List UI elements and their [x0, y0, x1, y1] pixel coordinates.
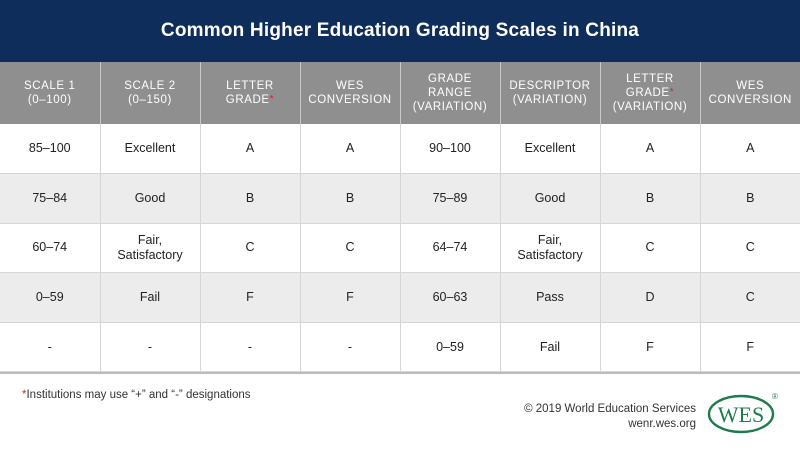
header-grade-range-variation: GRADE RANGE (VARIATION)	[400, 62, 501, 124]
cell-scale-2: -	[100, 322, 201, 373]
cell-letter-grade: C	[200, 223, 301, 274]
cell-grade-range: 90–100	[400, 124, 501, 175]
cell-grade-range: 64–74	[400, 223, 501, 274]
cell-letter-grade-variation: F	[600, 322, 701, 373]
cell-wes-conversion-variation: A	[700, 124, 800, 175]
cell-wes-conversion: A	[300, 124, 401, 175]
cell-descriptor: Good	[500, 173, 601, 224]
footnote-marker: *	[22, 389, 27, 401]
cell-wes-conversion-variation: F	[700, 322, 800, 373]
cell-scale-2: Excellent	[100, 124, 201, 175]
cell-letter-grade: -	[200, 322, 301, 373]
cell-wes-conversion: C	[300, 223, 401, 274]
cell-descriptor: Fair, Satisfactory	[500, 223, 601, 274]
header-letter-grade-variation: LETTER GRADE* (VARIATION)	[600, 62, 701, 124]
cell-wes-conversion: F	[300, 272, 401, 323]
cell-scale-1: 60–74	[0, 223, 101, 274]
registered-mark: ®	[772, 392, 778, 401]
logo-wordmark: WES	[718, 402, 764, 427]
asterisk-marker: *	[269, 94, 275, 105]
cell-letter-grade-variation: A	[600, 124, 701, 175]
cell-letter-grade-variation: D	[600, 272, 701, 323]
cell-scale-2: Fair, Satisfactory	[100, 223, 201, 274]
cell-descriptor: Excellent	[500, 124, 601, 175]
cell-wes-conversion-variation: C	[700, 223, 800, 274]
cell-grade-range: 60–63	[400, 272, 501, 323]
cell-wes-conversion: B	[300, 173, 401, 224]
source-url: wenr.wes.org	[628, 418, 696, 430]
cell-scale-1: 0–59	[0, 272, 101, 323]
table-row: 0–59 Fail F F 60–63 Pass D C	[0, 272, 800, 323]
footer-divider	[0, 372, 800, 374]
cell-wes-conversion-variation: C	[700, 272, 800, 323]
table-row: 85–100 Excellent A A 90–100 Excellent A A	[0, 124, 800, 175]
cell-descriptor: Pass	[500, 272, 601, 323]
cell-letter-grade: B	[200, 173, 301, 224]
cell-letter-grade-variation: B	[600, 173, 701, 224]
cell-letter-grade-variation: C	[600, 223, 701, 274]
header-letter-grade: LETTER GRADE*	[200, 62, 301, 124]
cell-letter-grade: A	[200, 124, 301, 175]
cell-grade-range: 75–89	[400, 173, 501, 224]
cell-scale-1: -	[0, 322, 101, 373]
footnote-text: Institutions may use “+” and “-” designa…	[26, 389, 251, 401]
table-row: 60–74 Fair, Satisfactory C C 64–74 Fair, Satisf…	[0, 223, 800, 274]
header-scale-2: SCALE 2 (0–150)	[100, 62, 201, 124]
cell-grade-range: 0–59	[400, 322, 501, 373]
cell-descriptor: Fail	[500, 322, 601, 373]
asterisk-marker: *	[669, 87, 675, 98]
cell-scale-2: Good	[100, 173, 201, 224]
grading-scales-table: SCALE 1 (0–100) SCALE 2 (0–150) LETTER G…	[0, 62, 800, 373]
cell-scale-2: Fail	[100, 272, 201, 323]
header-scale-1: SCALE 1 (0–100)	[0, 62, 101, 124]
wes-logo: WES ®	[707, 392, 778, 434]
table-row: 75–84 Good B B 75–89 Good B B	[0, 173, 800, 224]
cell-wes-conversion-variation: B	[700, 173, 800, 224]
copyright-text: © 2019 World Education Services	[524, 403, 696, 415]
footnote: *Institutions may use “+” and “-” design…	[22, 389, 251, 401]
table-row: - - - -0–59 Fail F F	[0, 322, 800, 373]
credit-block: © 2019 World Education Services wenr.wes…	[524, 402, 696, 432]
header-descriptor-variation: DESCRIPTOR (VARIATION)	[500, 62, 601, 124]
cell-letter-grade: F	[200, 272, 301, 323]
cell-wes-conversion: -	[300, 322, 401, 373]
table-header-row: SCALE 1 (0–100) SCALE 2 (0–150) LETTER G…	[0, 62, 800, 124]
cell-scale-1: 75–84	[0, 173, 101, 224]
page-title: Common Higher Education Grading Scales i…	[0, 0, 800, 62]
header-wes-conversion-variation: WES CONVERSION	[700, 62, 800, 124]
cell-scale-1: 85–100	[0, 124, 101, 175]
header-wes-conversion: WES CONVERSION	[300, 62, 401, 124]
